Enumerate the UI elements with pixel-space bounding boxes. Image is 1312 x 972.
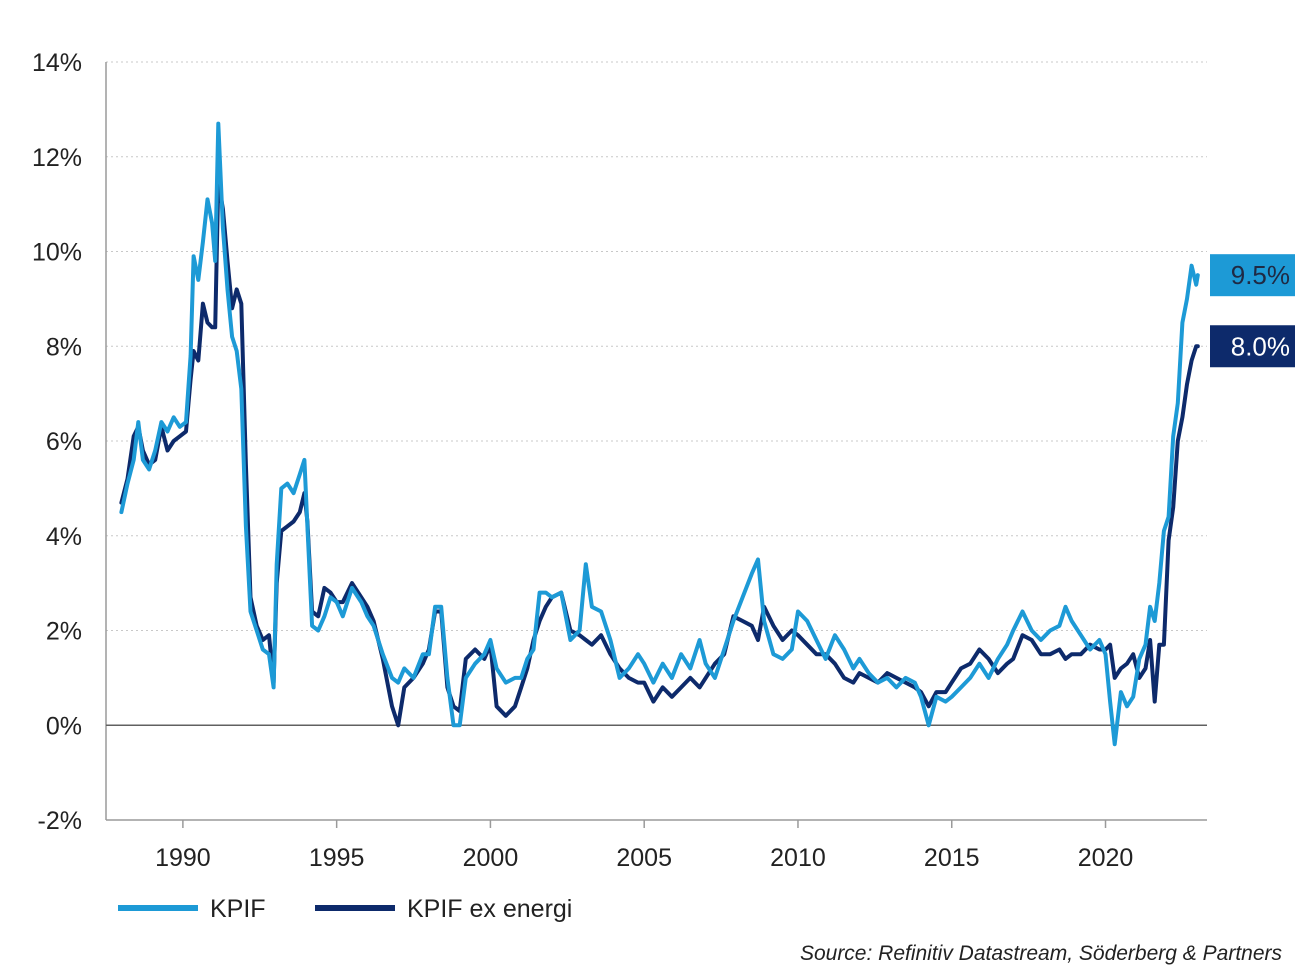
y-tick-label: 12% (32, 144, 82, 172)
y-tick-label: 14% (32, 49, 82, 77)
end-label-box (1210, 254, 1295, 297)
end-label: 8.0% (1210, 325, 1295, 368)
legend-label: KPIF ex energi (407, 895, 572, 923)
end-labels: 9.5% 8.0% (1210, 254, 1295, 368)
x-tick-labels: 1990 1995 2000 2005 2010 2015 2020 (155, 844, 1133, 872)
source-note: Source: Refinitiv Datastream, Söderberg … (800, 942, 1283, 965)
grid (106, 61, 1207, 631)
legend-item: KPIF (118, 895, 266, 923)
x-tick-label: 1995 (309, 844, 365, 872)
x-tick-label: 2010 (770, 844, 826, 872)
x-tick-label: 1990 (155, 844, 211, 872)
y-tick-label: 4% (46, 523, 82, 551)
x-tick-label: 2005 (616, 844, 672, 872)
x-ticks (182, 820, 1107, 828)
y-tick-label: 8% (46, 333, 82, 361)
end-label: 9.5% (1210, 254, 1295, 297)
x-tick-label: 2020 (1078, 844, 1134, 872)
x-tick-label: 2000 (463, 844, 519, 872)
legend: KPIF KPIF ex energi (118, 895, 572, 923)
x-tick-label: 2015 (924, 844, 980, 872)
series-lines (119, 121, 1200, 747)
end-label-text: 8.0% (1231, 331, 1290, 361)
legend-item: KPIF ex energi (315, 895, 572, 923)
end-label-text: 9.5% (1231, 260, 1290, 290)
legend-label: KPIF (210, 895, 266, 923)
series-line (119, 178, 1200, 728)
y-tick-labels: -2% 0% 2% 4% 6% 8% 10% 12% 14% (32, 49, 82, 835)
y-tick-label: 0% (46, 712, 82, 740)
y-tick-label: -2% (38, 807, 82, 835)
series-line (119, 121, 1200, 747)
y-tick-label: 2% (46, 618, 82, 646)
y-tick-label: 6% (46, 428, 82, 456)
end-label-box (1210, 325, 1295, 368)
y-tick-label: 10% (32, 239, 82, 267)
